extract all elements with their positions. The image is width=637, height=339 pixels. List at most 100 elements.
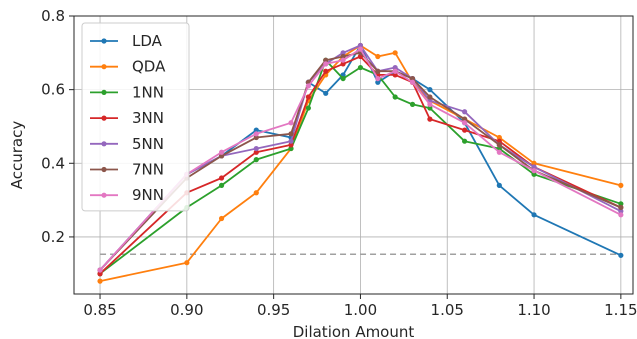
data-point — [253, 134, 259, 141]
y-tick-label: 0.2 — [41, 228, 65, 246]
legend-label: 5NN — [132, 135, 164, 153]
data-point — [618, 204, 624, 211]
data-point — [218, 182, 225, 188]
data-point — [392, 64, 398, 71]
data-point — [427, 94, 433, 100]
x-axis-ticks: 0.85 0.90 0.95 1.00 1.05 1.10 1.15 — [83, 294, 637, 319]
data-point — [305, 83, 311, 89]
data-point — [357, 42, 364, 49]
data-point — [409, 79, 416, 85]
legend-marker — [101, 115, 107, 121]
data-point — [288, 142, 294, 148]
data-point — [409, 75, 416, 82]
data-point — [462, 127, 468, 133]
data-point — [305, 105, 311, 111]
data-point — [462, 138, 468, 144]
data-point — [340, 61, 346, 67]
data-point — [392, 68, 398, 74]
data-point — [462, 109, 468, 115]
y-tick-label: 0.8 — [41, 7, 65, 25]
data-point — [305, 94, 311, 100]
legend-label: LDA — [132, 32, 163, 50]
data-point — [340, 50, 346, 56]
legend-label: 9NN — [132, 186, 164, 204]
plot-frame — [73, 15, 634, 295]
data-point — [375, 75, 381, 82]
data-point — [288, 120, 294, 126]
data-point — [97, 271, 103, 277]
legend: LDA QDA 1NN 3NN 5NN 7NN 9NN — [81, 22, 190, 212]
data-point — [531, 160, 537, 166]
data-point — [357, 64, 364, 71]
data-point — [427, 105, 433, 111]
series-lines — [97, 42, 624, 284]
data-point — [427, 87, 433, 93]
y-tick-label: 0.4 — [41, 154, 65, 172]
data-point — [531, 168, 537, 174]
data-point — [531, 171, 537, 177]
x-tick-label: 0.90 — [170, 301, 203, 319]
data-point — [323, 57, 329, 63]
data-point — [531, 212, 537, 218]
data-point — [427, 116, 433, 122]
data-point — [409, 101, 416, 107]
legend-label: QDA — [132, 58, 166, 76]
legend-label: 3NN — [132, 109, 164, 127]
data-point — [253, 131, 259, 137]
data-point — [323, 90, 329, 96]
y-axis-title: Accuracy — [8, 121, 26, 190]
data-point — [496, 182, 502, 188]
data-point — [375, 79, 381, 85]
legend-marker — [101, 166, 107, 173]
data-point — [531, 164, 537, 170]
data-point — [340, 75, 346, 82]
data-point — [618, 252, 624, 258]
legend-label: 7NN — [132, 161, 164, 179]
data-point — [496, 145, 502, 152]
data-point — [253, 190, 259, 196]
data-point — [357, 46, 364, 52]
data-point — [288, 138, 294, 144]
data-point — [618, 182, 624, 188]
data-point — [496, 142, 502, 148]
legend-label: 1NN — [132, 83, 164, 101]
data-point — [496, 134, 502, 141]
data-point — [253, 157, 259, 163]
legend-marker — [101, 89, 107, 95]
x-tick-label: 1.05 — [431, 301, 464, 319]
data-point — [462, 116, 468, 122]
data-point — [288, 145, 294, 152]
x-axis-title: Dilation Amount — [293, 323, 415, 339]
data-point — [253, 127, 259, 133]
x-tick-label: 1.10 — [517, 301, 550, 319]
data-point — [496, 149, 502, 155]
data-point — [375, 68, 381, 74]
data-point — [184, 260, 190, 266]
legend-marker — [101, 192, 107, 198]
data-point — [375, 53, 381, 60]
data-point — [427, 101, 433, 107]
data-point — [323, 68, 329, 74]
legend-box — [81, 22, 190, 212]
data-point — [218, 175, 225, 181]
data-point — [97, 267, 103, 273]
data-point — [392, 50, 398, 56]
data-point — [97, 278, 103, 284]
data-point — [288, 131, 294, 137]
data-point — [392, 72, 398, 78]
data-point — [618, 208, 624, 214]
data-point — [340, 57, 346, 63]
legend-marker — [101, 141, 107, 147]
data-point — [392, 94, 398, 100]
data-point — [218, 215, 225, 222]
data-point — [253, 149, 259, 155]
series-9nn — [97, 46, 624, 273]
data-point — [253, 145, 259, 152]
legend-marker — [101, 64, 107, 70]
data-point — [462, 120, 468, 126]
x-tick-label: 0.85 — [83, 301, 116, 319]
x-tick-label: 1.15 — [604, 301, 637, 319]
data-point — [618, 212, 624, 218]
data-point — [618, 201, 624, 207]
